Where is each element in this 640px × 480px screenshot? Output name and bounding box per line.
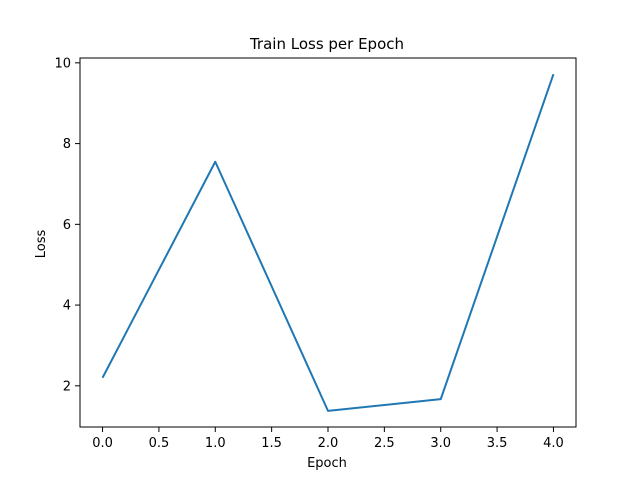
chart-title: Train Loss per Epoch (249, 35, 404, 53)
x-tick-label: 1.0 (205, 436, 226, 451)
y-axis: 2 4 6 8 10 (54, 56, 80, 394)
plot-area (101, 73, 555, 412)
x-tick-label: 4.0 (543, 436, 564, 451)
x-tick-label: 0.5 (149, 436, 170, 451)
x-tick-label: 2.5 (374, 436, 395, 451)
y-tick-label: 6 (63, 218, 71, 233)
x-tick-label: 3.5 (487, 436, 508, 451)
x-axis-label: Epoch (307, 456, 347, 471)
y-tick-label: 4 (63, 299, 71, 314)
y-tick-label: 8 (63, 137, 71, 152)
y-tick-label: 2 (63, 379, 71, 394)
x-tick-label: 0.0 (92, 436, 113, 451)
x-tick-label: 2.0 (318, 436, 339, 451)
x-tick-label: 1.5 (261, 436, 282, 451)
y-axis-label: Loss (34, 230, 49, 259)
x-tick-label: 3.0 (430, 436, 451, 451)
series-line (101, 73, 555, 412)
x-axis: 0.0 0.5 1.0 1.5 2.0 2.5 3.0 3.5 4.0 (92, 427, 564, 451)
y-tick-label: 10 (54, 56, 71, 71)
